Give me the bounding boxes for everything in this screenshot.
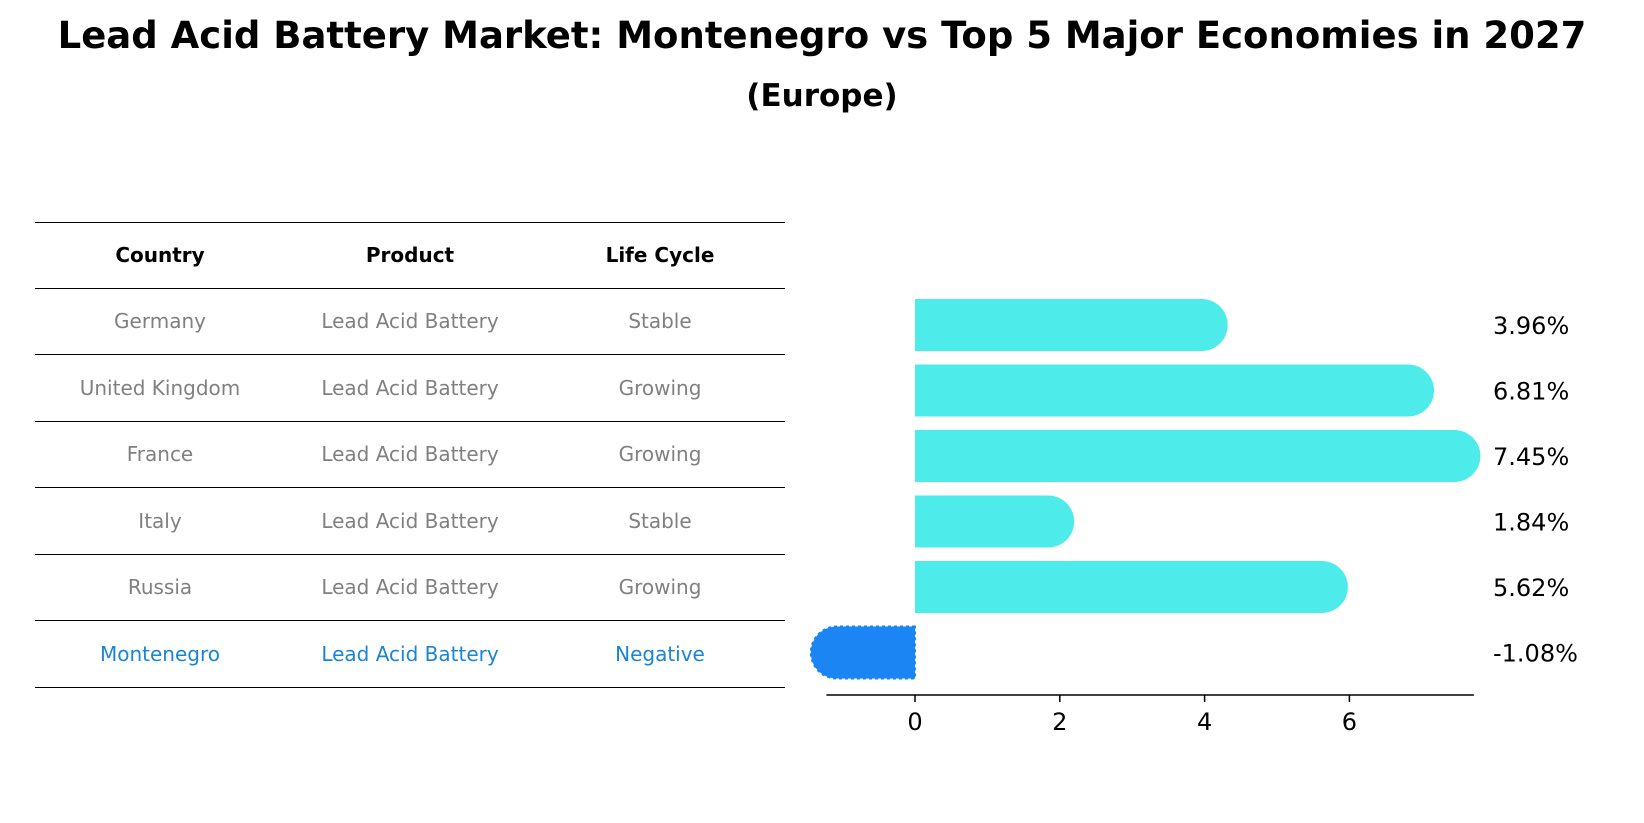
life-cycle-cell: Growing [618, 442, 702, 467]
bar [915, 299, 1228, 351]
x-tick-label: 6 [1342, 708, 1357, 736]
country-cell: Montenegro [99, 641, 220, 666]
table-row: Germany Lead Acid Battery Stable [35, 289, 785, 355]
bar-value-label: -1.08% [1493, 640, 1578, 668]
bar-highlight [809, 625, 916, 680]
life-cycle-cell: Growing [618, 575, 702, 600]
bar [915, 495, 1075, 548]
bar-value-label: 5.62% [1493, 574, 1569, 602]
life-cycle-cell: Growing [618, 375, 702, 400]
header-life-cycle: Life Cycle [605, 243, 715, 268]
life-cycle-cell: Stable [628, 309, 692, 334]
life-cycle-cell: Negative [615, 641, 705, 666]
bar-value-label: 3.96% [1493, 312, 1569, 340]
bar [915, 364, 1435, 417]
bar-value-label: 6.81% [1493, 378, 1569, 406]
bar [915, 561, 1348, 613]
bar [915, 430, 1481, 482]
table-row: Italy Lead Acid Battery Stable [35, 488, 785, 555]
table-row: France Lead Acid Battery Growing [35, 422, 785, 488]
chart-subtitle: (Europe) [746, 78, 898, 114]
product-cell: Lead Acid Battery [321, 641, 499, 666]
table-row: United Kingdom Lead Acid Battery Growing [35, 355, 785, 422]
header-country: Country [115, 243, 205, 268]
chart-title: Lead Acid Battery Market: Montenegro vs … [57, 14, 1587, 57]
table-row: Russia Lead Acid Battery Growing [35, 555, 785, 621]
x-tick-label: 4 [1197, 708, 1212, 736]
country-cell: Italy [138, 508, 182, 533]
country-cell: United Kingdom [79, 375, 241, 400]
product-cell: Lead Acid Battery [321, 375, 499, 400]
bar-value-label: 1.84% [1493, 509, 1569, 537]
product-cell: Lead Acid Battery [321, 575, 499, 600]
product-cell: Lead Acid Battery [321, 442, 499, 467]
life-cycle-cell: Stable [628, 508, 692, 533]
country-cell: Germany [114, 309, 206, 334]
table-row-highlight: Montenegro Lead Acid Battery Negative [35, 621, 785, 688]
country-cell: France [126, 442, 194, 467]
country-cell: Russia [127, 575, 193, 600]
product-cell: Lead Acid Battery [321, 508, 499, 533]
x-tick-label: 0 [907, 708, 922, 736]
country-table: Country Product Life Cycle Germany Lead … [35, 222, 785, 688]
product-cell: Lead Acid Battery [321, 309, 499, 334]
header-product: Product [365, 243, 455, 268]
bar-value-label: 7.45% [1493, 443, 1569, 471]
table-header-row: Country Product Life Cycle [35, 222, 785, 289]
x-tick-label: 2 [1052, 708, 1067, 736]
